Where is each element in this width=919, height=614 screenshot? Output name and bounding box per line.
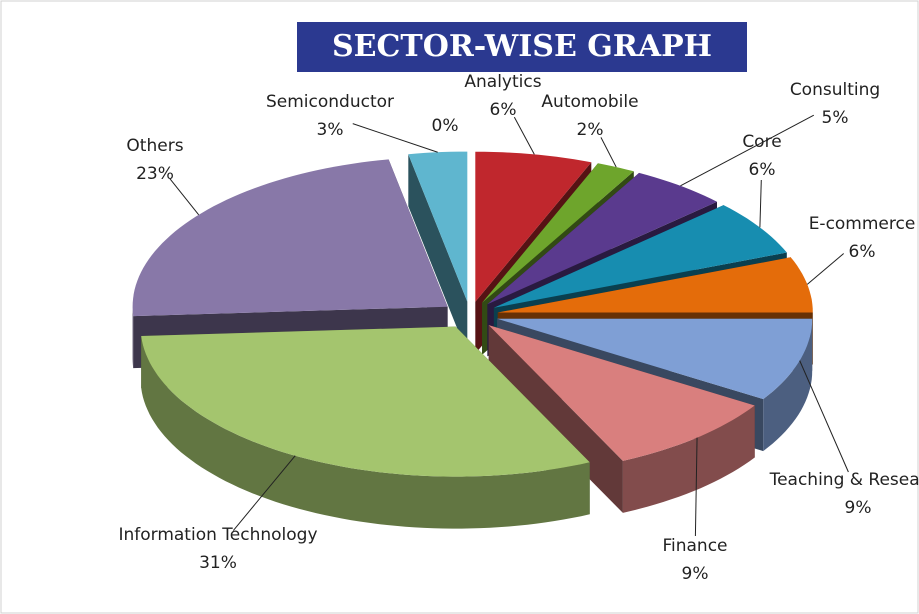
chart-title: SECTOR-WISE GRAPH <box>332 29 712 64</box>
slice-label: Analytics <box>464 72 541 92</box>
leader-line <box>232 455 296 531</box>
leader-line <box>680 114 815 187</box>
slice <box>487 172 717 305</box>
leader-line <box>513 116 535 155</box>
slice-side <box>408 154 468 354</box>
slice-value-label: 0% <box>432 116 459 136</box>
slice <box>493 205 787 308</box>
slice-wall <box>132 306 134 369</box>
leader-line <box>694 437 698 537</box>
slice-value-label: 23% <box>136 164 174 184</box>
slice-label: Information Technology <box>118 525 317 545</box>
slice-value-label: 6% <box>749 160 776 180</box>
slice-group <box>408 151 468 354</box>
slice-label: E-commerce <box>809 214 916 234</box>
slice <box>132 159 448 317</box>
slice-value-label: 3% <box>317 120 344 140</box>
slice-value-label: 9% <box>682 564 709 584</box>
slice-wall <box>763 318 813 452</box>
leader-line <box>600 137 617 168</box>
slice-value-label: 5% <box>822 108 849 128</box>
slice-label: Finance <box>662 536 727 556</box>
slice-value-label: 6% <box>849 242 876 262</box>
slice-value-label: 9% <box>845 498 872 518</box>
slice-wall <box>141 336 590 529</box>
slice-label: Others <box>126 136 183 156</box>
slice-value-label: 6% <box>490 100 517 120</box>
slice-value-label: 2% <box>577 120 604 140</box>
slice <box>488 325 755 461</box>
leader-line <box>799 360 849 473</box>
slice <box>497 318 813 400</box>
leader-line <box>806 253 845 285</box>
slice <box>482 163 634 303</box>
title-box <box>297 22 747 72</box>
leader-line <box>759 179 762 228</box>
slice-wall <box>622 405 755 513</box>
slice-label: Consulting <box>790 80 880 100</box>
slice <box>497 257 813 313</box>
leader-line <box>169 178 200 216</box>
slice-label: Teaching & Research <box>769 470 919 490</box>
slice-label: Automobile <box>541 92 638 112</box>
slice <box>475 151 592 302</box>
slice-value-label: 31% <box>199 553 237 573</box>
leader-line <box>352 123 438 153</box>
slice-group <box>141 326 590 529</box>
slice-label: Core <box>742 132 781 152</box>
slice <box>141 326 590 477</box>
slice-label: Semiconductor <box>266 92 394 112</box>
slice <box>408 151 468 302</box>
